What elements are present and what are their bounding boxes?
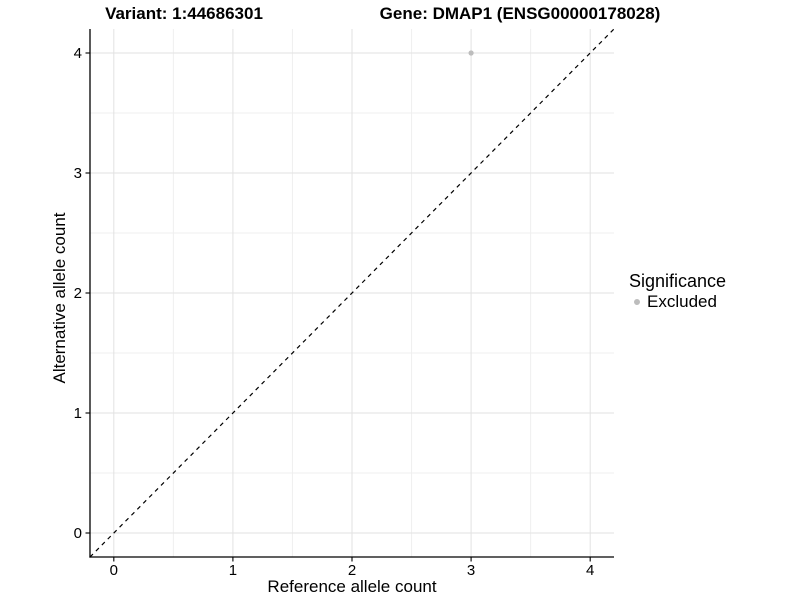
identity-line (89, 28, 615, 558)
legend-point-icon (634, 298, 640, 305)
x-tick-label: 1 (229, 562, 237, 579)
x-tick-label: 3 (467, 562, 475, 579)
x-tick-label: 2 (348, 562, 356, 579)
plot-title-gene: Gene: DMAP1 (ENSG00000178028) (379, 4, 661, 23)
y-tick-label: 1 (74, 405, 82, 422)
legend: Significance Excluded (629, 271, 726, 311)
x-tick-label: 0 (110, 562, 118, 579)
plot-title-variant: Variant: 1:44686301 (105, 4, 263, 23)
y-tick-label: 0 (74, 525, 82, 542)
data-point (468, 50, 474, 56)
x-tick-label: 4 (586, 562, 594, 579)
y-tick-label: 2 (74, 285, 82, 302)
x-axis-title: Reference allele count (267, 577, 437, 596)
legend-title: Significance (629, 271, 727, 291)
y-tick-label: 3 (74, 165, 82, 182)
legend-item-excluded: Excluded (629, 292, 726, 311)
y-axis-title: Alternative allele count (50, 212, 69, 384)
legend-item-label: Excluded (647, 292, 717, 311)
y-tick-label: 4 (74, 45, 82, 62)
